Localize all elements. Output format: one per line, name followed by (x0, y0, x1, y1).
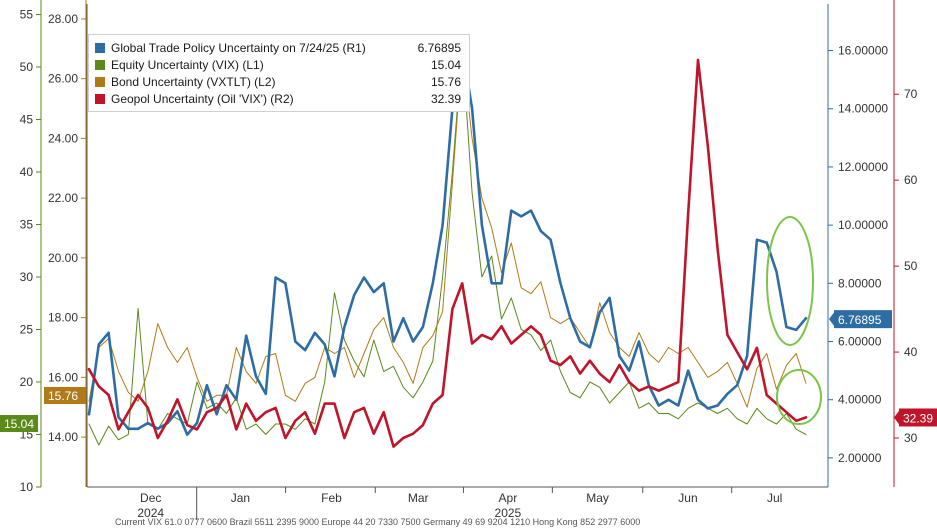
callout-l2-box (44, 387, 86, 404)
legend-item-bond: Bond Uncertainty (VXTLT) (L2) 15.76 (95, 74, 465, 91)
legend-label-geopol: Geopol Uncertainty (Oil 'VIX') (R2) (111, 92, 294, 106)
legend-swatch-bond (95, 77, 105, 87)
series-line-0 (87, 46, 808, 436)
legend-swatch-geopol (95, 94, 105, 104)
series-layer (87, 45, 808, 448)
legend-swatch-equity (95, 60, 105, 70)
axis-l2-tick-label: 14.00 (48, 430, 78, 444)
axis-l2-tick-label: 22.00 (48, 191, 78, 205)
axis-l2-tick-label: 16.00 (48, 370, 78, 384)
axis-l2-tick-label: 20.00 (48, 251, 78, 265)
legend-label-bond: Bond Uncertainty (VXTLT) (L2) (111, 75, 276, 89)
legend-value-equity: 15.04 (430, 58, 461, 72)
axis-l1-tick-label: 50 (20, 60, 34, 74)
axis-r2-tick-label: 40 (904, 345, 918, 359)
axis-r2-tick-label: 50 (904, 259, 918, 273)
legend-value-geopol: 32.39 (430, 92, 461, 106)
highlight-ellipse-trade-policy (766, 216, 814, 346)
callout-l2: 15.76 (44, 387, 86, 404)
axis-r1-tick-label: 16.00000 (838, 44, 888, 58)
legend-item-geopol: Geopol Uncertainty (Oil 'VIX') (R2) 32.3… (95, 91, 465, 108)
axis-x-year-label: 2024 (137, 506, 164, 520)
callout-r2-box (899, 408, 937, 427)
legend-swatch-trade-policy (95, 43, 105, 53)
axis-l2-tick-label: 24.00 (48, 131, 78, 145)
legend-value-bond: 15.76 (430, 75, 461, 89)
callout-l1-box (0, 415, 38, 432)
legend-label-equity: Equity Uncertainty (VIX) (L1) (111, 58, 264, 72)
axis-l1-tick-label: 25 (20, 323, 34, 337)
axis-x-year-label: 2025 (495, 506, 522, 520)
axis-r2-tick-label: 30 (904, 431, 918, 445)
axis-r1-tick-label: 6.00000 (838, 335, 882, 349)
axis-x-month-label: Dec (140, 491, 161, 505)
axis-l1-tick-label: 30 (20, 270, 34, 284)
legend-item-trade-policy: Global Trade Policy Uncertainty on 7/24/… (95, 40, 465, 57)
chart-legend: Global Trade Policy Uncertainty on 7/24/… (88, 34, 470, 112)
axis-x-month-label: Jul (767, 491, 782, 505)
highlight-ellipse-geopol (776, 369, 822, 425)
axis-r1-tick-label: 2.00000 (838, 451, 882, 465)
axis-x-month-label: Feb (321, 491, 342, 505)
axis-l2-tick-label: 26.00 (48, 72, 78, 86)
axis-l1-tick-label: 35 (20, 218, 34, 232)
callout-r2-value: 32.39 (903, 411, 933, 425)
axis-l1-tick-label: 20 (20, 375, 34, 389)
callout-r2: 32.39 (899, 408, 937, 427)
axis-r1-tick-label: 10.00000 (838, 218, 888, 232)
axis-x-month-label: Jun (678, 491, 697, 505)
callout-r2-pointer (894, 409, 900, 426)
axis-r1-tick-label: 14.00000 (838, 102, 888, 116)
callout-l1: 15.04 (0, 415, 38, 432)
axis-x-month-label: May (586, 491, 609, 505)
callout-layer: 15.04 15.76 6.76895 32.39 (0, 310, 937, 432)
callout-r1-box (834, 310, 892, 329)
axis-l2-tick-label: 28.00 (48, 12, 78, 26)
axis-layer: 1015202530354045505514.0016.0018.0020.00… (20, 0, 918, 520)
legend-item-equity: Equity Uncertainty (VIX) (L1) 15.04 (95, 57, 465, 74)
callout-r1-value: 6.76895 (838, 313, 882, 327)
footer-text: Current VIX 61.0 0777 0600 Brazil 5511 2… (115, 517, 641, 527)
axis-l1-tick-label: 55 (20, 8, 34, 22)
legend-label-trade-policy: Global Trade Policy Uncertainty on 7/24/… (111, 41, 366, 55)
series-line-2 (88, 48, 807, 408)
axis-x-month-label: Mar (408, 491, 429, 505)
axis-l2-tick-label: 18.00 (48, 311, 78, 325)
axis-l1-tick-label: 45 (20, 113, 34, 127)
axis-l1-tick-label: 40 (20, 165, 34, 179)
series-line-1 (88, 45, 807, 446)
series-line-3 (87, 58, 808, 448)
axis-r2-tick-label: 60 (904, 173, 918, 187)
axis-l1-tick-label: 10 (20, 480, 34, 494)
callout-l2-value: 15.76 (48, 389, 78, 403)
axis-x-month-label: Apr (499, 491, 518, 505)
legend-value-trade-policy: 6.76895 (417, 41, 461, 55)
axis-r1-tick-label: 12.00000 (838, 160, 888, 174)
axis-r1-tick-label: 4.00000 (838, 393, 882, 407)
axis-r2-tick-label: 70 (904, 87, 918, 101)
axis-r1-tick-label: 8.00000 (838, 276, 882, 290)
callout-r1: 6.76895 (834, 310, 892, 329)
callout-l1-value: 15.04 (4, 417, 34, 431)
axis-x-month-label: Jan (231, 491, 250, 505)
highlight-layer (766, 216, 822, 425)
callout-r1-pointer (829, 311, 835, 328)
